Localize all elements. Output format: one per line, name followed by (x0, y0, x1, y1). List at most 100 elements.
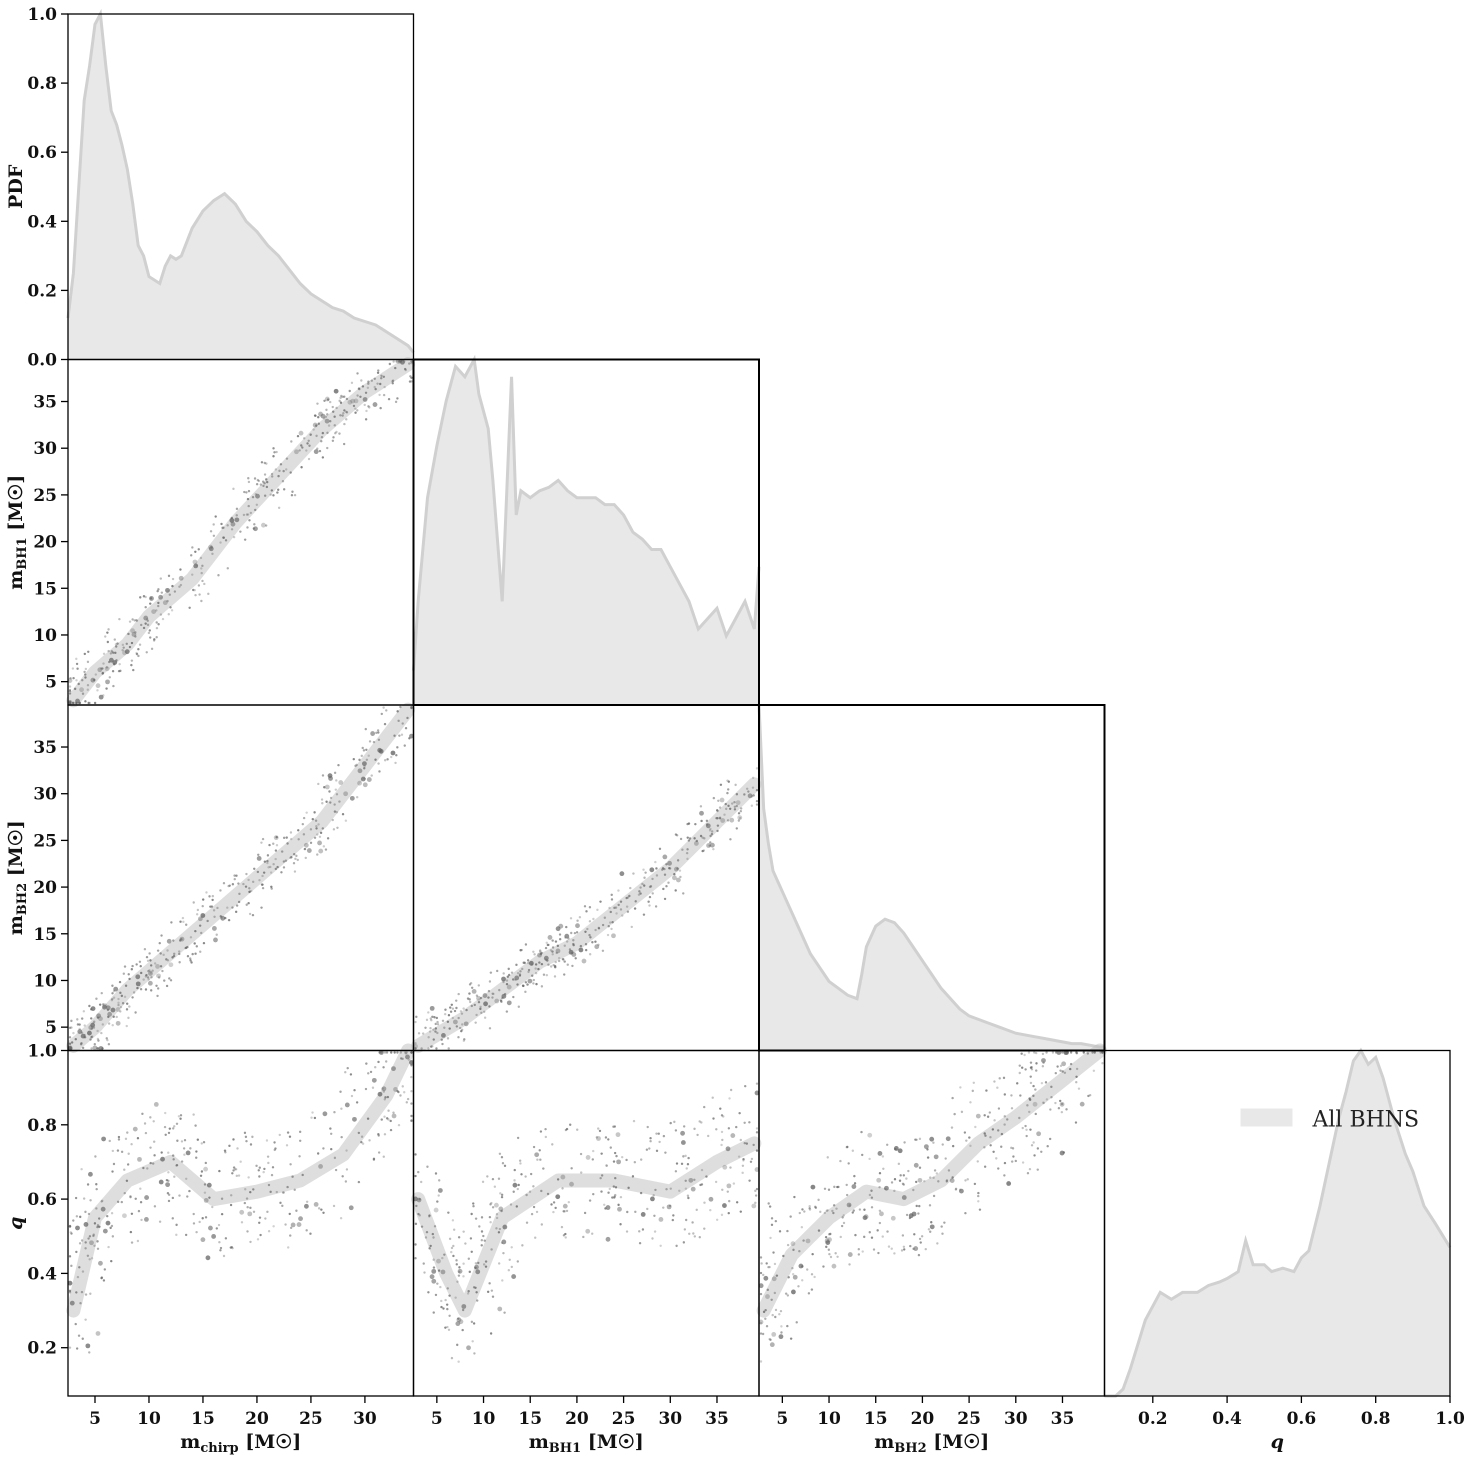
scatter-point (179, 568, 182, 571)
scatter-point (118, 617, 121, 621)
scatter-point (831, 1263, 837, 1269)
scatter-point (997, 1107, 1001, 1110)
scatter-point (725, 807, 728, 811)
scatter-point (323, 399, 326, 402)
scatter-point (501, 1239, 507, 1245)
scatter-point (758, 1283, 764, 1289)
scatter-point (835, 1207, 838, 1210)
scatter-point (200, 1237, 206, 1243)
scatter-point (329, 400, 332, 404)
scatter-point (322, 845, 326, 848)
scatter-point (645, 1148, 649, 1151)
scatter-point (107, 649, 110, 653)
scatter-point (851, 1211, 854, 1214)
scatter-point (84, 667, 88, 671)
scatter-point (834, 1252, 837, 1255)
scatter-point (178, 961, 181, 964)
scatter-point (404, 727, 408, 730)
scatter-point (305, 1229, 308, 1232)
scatter-point (737, 1155, 741, 1158)
scatter-point (364, 418, 368, 421)
scatter-point (400, 359, 405, 365)
scatter-point (345, 418, 348, 421)
scatter-point (461, 1328, 464, 1332)
scatter-point (870, 1236, 874, 1239)
scatter-point (848, 1204, 851, 1207)
scatter-point (969, 1144, 972, 1148)
scatter-point (535, 982, 538, 986)
scatter-point (992, 1150, 995, 1154)
scatter-point (403, 744, 406, 747)
scatter-point (489, 1221, 492, 1224)
scatter-point (638, 1230, 641, 1233)
scatter-point (369, 1070, 373, 1074)
scatter-point (1054, 1101, 1057, 1105)
scatter-point (544, 1127, 547, 1131)
scatter-point (773, 1291, 777, 1295)
scatter-point (720, 818, 726, 823)
scatter-point (231, 906, 234, 909)
scatter-point (1003, 1123, 1006, 1126)
scatter-point (675, 1162, 679, 1165)
scatter-point (308, 444, 311, 447)
scatter-point (446, 1287, 449, 1290)
scatter-point (208, 1196, 211, 1199)
scatter-point (878, 1221, 882, 1225)
scatter-point (839, 1235, 842, 1239)
scatter-point (1061, 1061, 1067, 1067)
scatter-point (89, 1240, 94, 1246)
scatter-point (951, 1096, 954, 1100)
scatter-point (90, 1027, 94, 1030)
scatter-point (452, 1019, 458, 1025)
scatter-point (486, 1290, 490, 1294)
scatter-point (98, 1003, 102, 1006)
scatter-point (678, 869, 682, 872)
scatter-point (861, 1153, 864, 1157)
scatter-point (397, 360, 401, 363)
scatter-point (253, 867, 256, 870)
scatter-point (555, 951, 558, 955)
scatter-point (699, 834, 703, 838)
scatter-point (686, 1194, 690, 1197)
scatter-point (144, 622, 147, 625)
scatter-point (1036, 1147, 1040, 1150)
scatter-point (564, 1236, 567, 1239)
scatter-point (131, 964, 134, 968)
scatter-point (329, 1127, 332, 1130)
scatter-point (389, 1119, 392, 1123)
scatter-panel-1-0 (66, 357, 416, 708)
scatter-point (1034, 1051, 1038, 1055)
scatter-point (211, 898, 214, 902)
scatter-point (887, 1245, 891, 1248)
scatter-point (731, 802, 734, 805)
scatter-point (684, 1218, 688, 1222)
scatter-point (786, 1229, 789, 1233)
scatter-point (248, 890, 251, 894)
scatter-point (189, 1147, 192, 1150)
scatter-point (507, 1268, 511, 1272)
scatter-point (1046, 1145, 1049, 1148)
scatter-point (414, 1257, 417, 1260)
scatter-point (158, 594, 163, 600)
scatter-point (460, 1029, 463, 1033)
scatter-point (102, 1004, 107, 1010)
scatter-point (309, 841, 313, 845)
scatter-point (220, 522, 223, 526)
scatter-point (149, 964, 153, 967)
x-tick-label: 30 (1004, 1409, 1028, 1429)
scatter-point (695, 1208, 698, 1212)
scatter-point (249, 1240, 252, 1244)
scatter-point (428, 1214, 431, 1217)
scatter-point (673, 1120, 676, 1124)
scatter-point (520, 1173, 523, 1176)
scatter-point (457, 1016, 460, 1020)
scatter-point (377, 1091, 383, 1097)
scatter-point (665, 1188, 668, 1191)
scatter-point (386, 1095, 390, 1099)
scatter-point (969, 1101, 972, 1104)
scatter-point (410, 361, 413, 365)
scatter-point (801, 1265, 804, 1268)
scatter-point (342, 442, 346, 446)
scatter-point (755, 788, 759, 792)
scatter-point (810, 1184, 816, 1190)
